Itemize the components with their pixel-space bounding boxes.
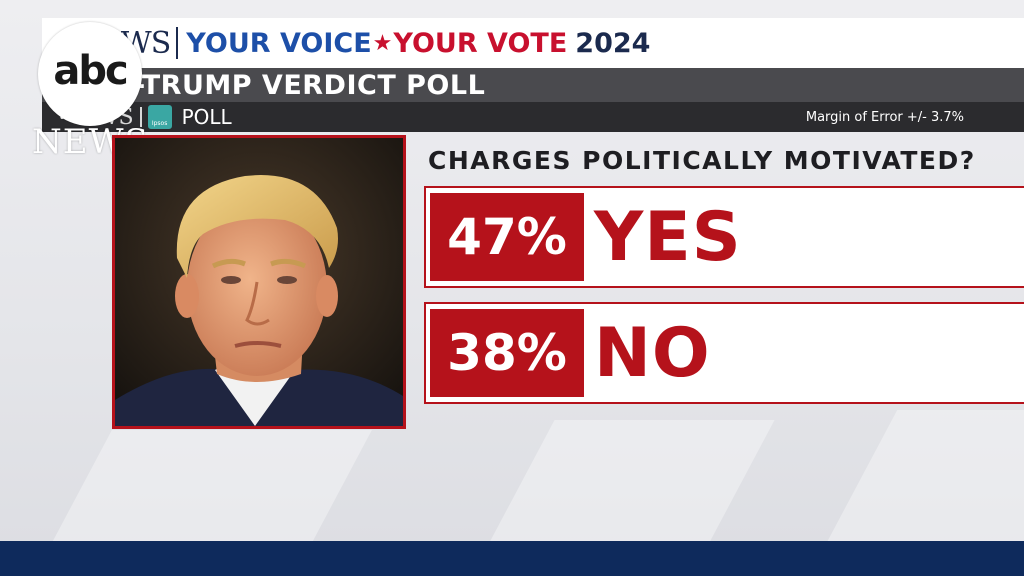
answer-row-yes: 47% YES	[424, 186, 1024, 288]
abc-logo-icon: abc	[38, 22, 142, 126]
poll-question: CHARGES POLITICALLY MOTIVATED?	[428, 146, 976, 175]
source-divider	[139, 107, 142, 127]
background-shape	[485, 420, 775, 550]
ipsos-label: Ipsos	[151, 120, 168, 127]
percent-value: 38%	[447, 324, 567, 382]
background-shape	[48, 430, 372, 550]
background-shape	[822, 410, 1024, 550]
star-icon: ★	[372, 30, 393, 56]
answer-row-no: 38% NO	[424, 302, 1024, 404]
poll-title: -TRUMP VERDICT POLL	[134, 69, 486, 101]
portrait-illustration	[115, 138, 403, 426]
margin-of-error: Margin of Error +/- 3.7%	[805, 109, 964, 125]
answer-label: NO	[594, 314, 711, 393]
subject-photo	[112, 135, 406, 429]
poll-source-bar: abc EWS Ipsos POLL Margin of Error +/- 3…	[42, 102, 1024, 132]
bottom-banner	[0, 541, 1024, 576]
percent-value: 47%	[447, 208, 567, 266]
header-divider	[176, 27, 179, 59]
percent-box: 47%	[430, 193, 584, 281]
year-text: 2024	[575, 27, 651, 59]
poll-label: POLL	[181, 105, 232, 129]
branding-header: EWS YOUR VOICE ★ YOUR VOTE 2024	[42, 18, 1024, 68]
answer-label: YES	[594, 198, 742, 277]
your-vote-text: YOUR VOTE	[393, 27, 568, 59]
abc-logo-text: abc	[53, 48, 128, 94]
percent-box: 38%	[430, 309, 584, 397]
poll-title-bar: -TRUMP VERDICT POLL	[42, 68, 1024, 102]
your-voice-text: YOUR VOICE	[186, 27, 372, 59]
ipsos-logo-icon: Ipsos	[147, 105, 172, 129]
